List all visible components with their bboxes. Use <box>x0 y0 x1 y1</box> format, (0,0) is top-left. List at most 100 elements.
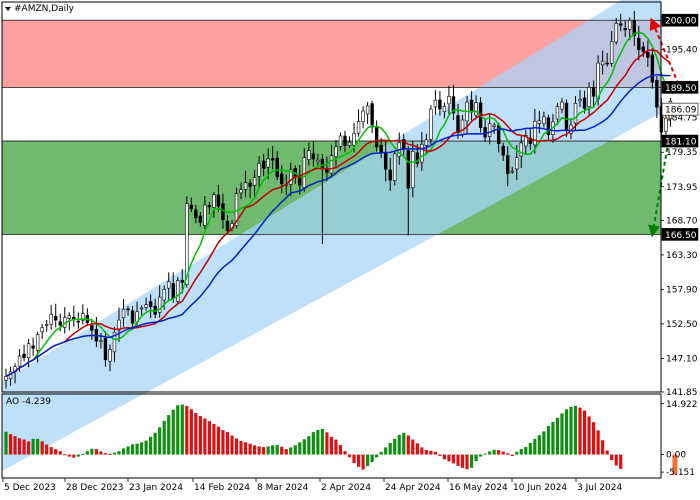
trend-channel <box>2 0 661 471</box>
candle-body <box>126 308 130 311</box>
candle <box>85 308 90 327</box>
ao-bar <box>343 451 347 455</box>
candle <box>600 50 605 75</box>
candle-body <box>587 87 591 107</box>
ao-bar <box>117 451 121 455</box>
ao-bar <box>596 430 600 455</box>
candle <box>578 90 582 108</box>
ao-bar <box>293 445 297 455</box>
ao-bar <box>451 454 456 464</box>
candle <box>176 277 180 305</box>
ao-bar <box>519 449 523 455</box>
candle-body <box>555 106 560 120</box>
candle-body <box>167 281 171 289</box>
candle-body <box>44 324 49 326</box>
ao-bar <box>469 454 474 468</box>
candle-body <box>591 87 596 97</box>
candle-body <box>596 62 600 100</box>
candle-body <box>442 106 447 113</box>
ao-bar <box>465 454 469 470</box>
ao-bar <box>379 451 383 455</box>
x-tick-label: 3 Jul 2024 <box>577 483 622 493</box>
candle <box>614 17 618 45</box>
ao-bar <box>582 410 587 455</box>
candle <box>167 272 171 300</box>
ao-bar <box>316 430 320 455</box>
candle-body <box>148 301 153 307</box>
ao-bar <box>284 449 288 455</box>
y-tick-label: 179.35 <box>666 148 698 158</box>
ao-bar <box>605 450 609 455</box>
ao-y-tick-label: -5.151 <box>666 468 695 478</box>
ao-bar <box>17 438 22 455</box>
ao-label: AO -4.239 <box>6 397 51 407</box>
candle-body <box>515 157 519 170</box>
level-label: 200.00 <box>661 13 699 27</box>
candle <box>356 109 361 137</box>
candle-body <box>506 155 510 174</box>
candle <box>501 142 505 161</box>
candle-body <box>67 315 71 319</box>
ao-bar <box>488 451 492 455</box>
candle-body <box>112 331 117 353</box>
candle <box>198 211 203 227</box>
ao-bar <box>442 454 447 460</box>
candle <box>546 114 551 140</box>
candle-body <box>496 125 501 144</box>
ao-bar <box>356 454 361 467</box>
x-tick-label: 16 May 2024 <box>449 483 508 493</box>
y-tick-label: 168.70 <box>666 216 698 226</box>
candle-body <box>35 334 40 351</box>
ao-bar <box>415 443 419 455</box>
candle-body <box>501 145 505 156</box>
candle <box>144 297 148 311</box>
x-tick-label: 14 Feb 2024 <box>194 483 250 493</box>
candle-body <box>203 204 207 226</box>
candle <box>54 303 58 328</box>
ao-bar <box>497 450 501 455</box>
ao-bar <box>135 443 139 455</box>
ao-bar <box>307 436 311 455</box>
ao-bar <box>447 454 451 462</box>
ao-bar <box>198 416 202 455</box>
ao-bar <box>171 409 175 455</box>
ao-bar <box>587 416 591 455</box>
x-tick-label: 28 Dec 2023 <box>66 483 124 493</box>
candle <box>524 129 528 155</box>
candle <box>311 141 316 167</box>
candle-body <box>578 99 582 102</box>
candle <box>492 122 496 134</box>
candle <box>393 150 397 186</box>
candle-body <box>632 20 636 36</box>
ao-bar <box>189 409 193 455</box>
candle-body <box>212 194 216 208</box>
candle <box>194 204 198 224</box>
ao-bar <box>90 448 94 455</box>
ao-bar <box>555 417 560 455</box>
y-tick-label: 184.75 <box>666 114 698 124</box>
candle-body <box>487 123 492 137</box>
candle <box>365 102 370 125</box>
y-tick-label: 152.50 <box>666 320 698 330</box>
candle-body <box>492 124 496 127</box>
candle <box>442 102 447 119</box>
ao-bar <box>564 409 569 455</box>
candle <box>632 10 636 46</box>
candle <box>374 120 379 152</box>
ao-bar <box>257 446 261 455</box>
ao-bar <box>112 452 117 455</box>
candle <box>44 320 49 332</box>
candle-body <box>546 117 551 135</box>
ao-bar <box>402 432 406 455</box>
candle <box>519 134 523 168</box>
ao-bar <box>40 441 44 455</box>
candle-body <box>216 194 221 207</box>
candle-body <box>225 220 230 231</box>
level-label-text: 189.50 <box>665 84 697 94</box>
candle <box>270 145 275 170</box>
candle <box>316 153 320 167</box>
candle <box>130 305 135 330</box>
candle-body <box>58 321 62 326</box>
chart-title: #AMZN,Daily <box>14 4 75 14</box>
